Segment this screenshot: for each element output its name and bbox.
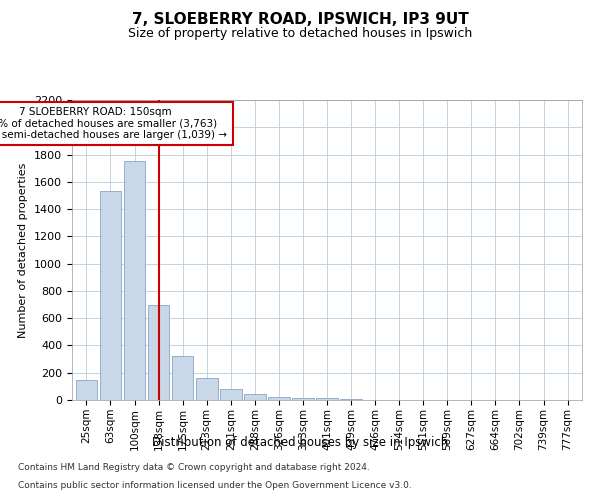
Bar bbox=[244, 394, 266, 400]
Bar bbox=[124, 162, 145, 400]
Text: Distribution of detached houses by size in Ipswich: Distribution of detached houses by size … bbox=[152, 436, 448, 449]
Text: Contains HM Land Registry data © Crown copyright and database right 2024.: Contains HM Land Registry data © Crown c… bbox=[18, 464, 370, 472]
Bar bbox=[220, 389, 242, 400]
Bar bbox=[268, 396, 290, 400]
Bar bbox=[196, 378, 218, 400]
Text: Size of property relative to detached houses in Ipswich: Size of property relative to detached ho… bbox=[128, 28, 472, 40]
Bar bbox=[292, 398, 314, 400]
Y-axis label: Number of detached properties: Number of detached properties bbox=[19, 162, 28, 338]
Bar bbox=[76, 380, 97, 400]
Text: 7, SLOEBERRY ROAD, IPSWICH, IP3 9UT: 7, SLOEBERRY ROAD, IPSWICH, IP3 9UT bbox=[131, 12, 469, 28]
Bar bbox=[172, 356, 193, 400]
Text: 7 SLOEBERRY ROAD: 150sqm
← 78% of detached houses are smaller (3,763)
22% of sem: 7 SLOEBERRY ROAD: 150sqm ← 78% of detach… bbox=[0, 107, 227, 140]
Bar bbox=[100, 192, 121, 400]
Text: Contains public sector information licensed under the Open Government Licence v3: Contains public sector information licen… bbox=[18, 481, 412, 490]
Bar bbox=[148, 304, 169, 400]
Bar bbox=[316, 398, 338, 400]
